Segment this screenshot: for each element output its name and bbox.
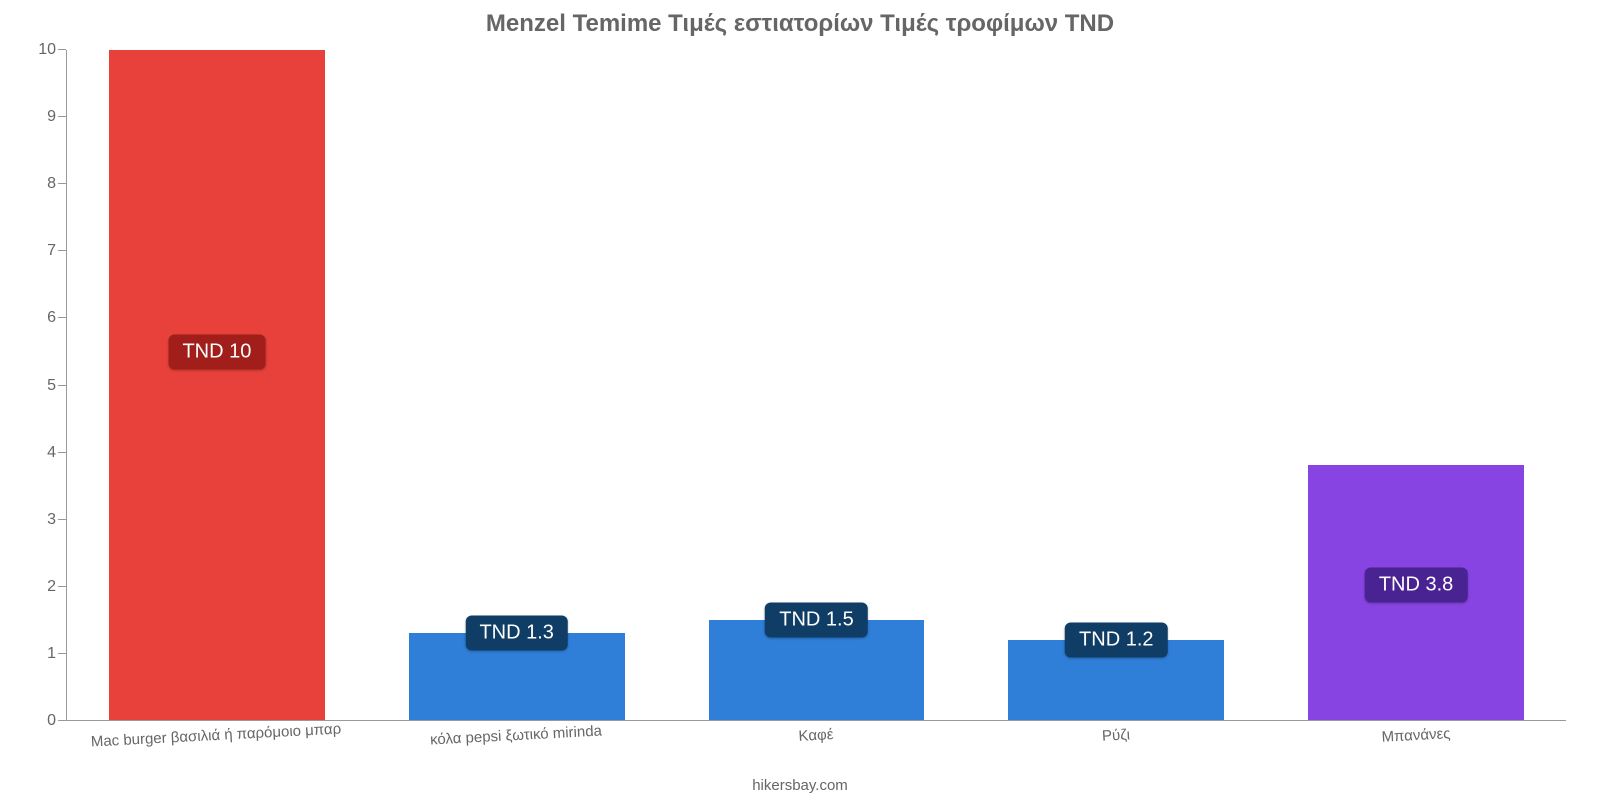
x-tick-label: κόλα pepsi ξωτικό mirinda (430, 723, 603, 749)
bar-slot: TND 1.3 (367, 50, 667, 720)
x-slot: Καφέ (666, 721, 966, 777)
y-tick-mark (58, 519, 66, 520)
x-tick-label: Μπανάνες (1381, 725, 1451, 746)
y-tick-label: 3 (12, 511, 56, 529)
y-tick-mark (58, 116, 66, 117)
bar-value-label: TND 1.3 (465, 615, 567, 650)
bar-slot: TND 1.5 (667, 50, 967, 720)
bar-value-label: TND 1.2 (1065, 622, 1167, 657)
y-tick-mark (58, 49, 66, 50)
y-tick-mark (58, 250, 66, 251)
y-tick-mark (58, 586, 66, 587)
bar (109, 50, 325, 720)
chart-title-row: Menzel Temime Τιμές εστιατορίων Τιμές τρ… (0, 0, 1600, 38)
chart-title: Menzel Temime Τιμές εστιατορίων Τιμές τρ… (0, 10, 1600, 38)
x-slot: Ρύζι (966, 721, 1266, 777)
y-tick-mark (58, 183, 66, 184)
bars-container: TND 10 TND 1.3 TND 1.5 TND 1.2 TND 3.8 (67, 50, 1566, 720)
y-tick-mark (58, 317, 66, 318)
bar-value-label: TND 1.5 (765, 602, 867, 637)
x-tick-label: Mac burger βασιλιά ή παρόμοιο μπαρ (90, 720, 341, 750)
y-tick-label: 4 (12, 444, 56, 462)
y-tick-label: 8 (12, 175, 56, 193)
y-tick-label: 0 (12, 712, 56, 730)
bar-slot: TND 1.2 (966, 50, 1266, 720)
y-tick-mark (58, 720, 66, 721)
y-tick-label: 5 (12, 377, 56, 395)
y-axis: 012345678910 (12, 50, 66, 721)
y-tick-mark (58, 452, 66, 453)
x-tick-label: Ρύζι (1102, 726, 1131, 744)
y-tick-label: 2 (12, 578, 56, 596)
bar-value-label: TND 10 (168, 334, 265, 369)
plot-row: 012345678910 TND 10TND 1.3TND 1.5TND 1.2… (0, 38, 1600, 721)
price-bar-chart: Menzel Temime Τιμές εστιατορίων Τιμές τρ… (0, 0, 1600, 800)
x-slot: κόλα pepsi ξωτικό mirinda (366, 721, 666, 777)
y-tick-label: 7 (12, 242, 56, 260)
bar-slot: TND 10 (67, 50, 367, 720)
y-tick-mark (58, 385, 66, 386)
plot-area: TND 10 TND 1.3 TND 1.5 TND 1.2 TND 3.8 (66, 50, 1566, 721)
x-slot: Mac burger βασιλιά ή παρόμοιο μπαρ (66, 721, 366, 777)
y-tick-label: 6 (12, 309, 56, 327)
x-slot: Μπανάνες (1266, 721, 1566, 777)
y-tick-label: 9 (12, 108, 56, 126)
x-axis: Mac burger βασιλιά ή παρόμοιο μπαρ κόλα p… (0, 721, 1600, 777)
y-tick-label: 1 (12, 645, 56, 663)
chart-footer: hikersbay.com (0, 777, 1600, 800)
bar-slot: TND 3.8 (1266, 50, 1566, 720)
y-tick-mark (58, 653, 66, 654)
x-tick-label: Καφέ (798, 726, 834, 745)
bar-value-label: TND 3.8 (1365, 568, 1467, 603)
y-tick-label: 10 (12, 41, 56, 59)
